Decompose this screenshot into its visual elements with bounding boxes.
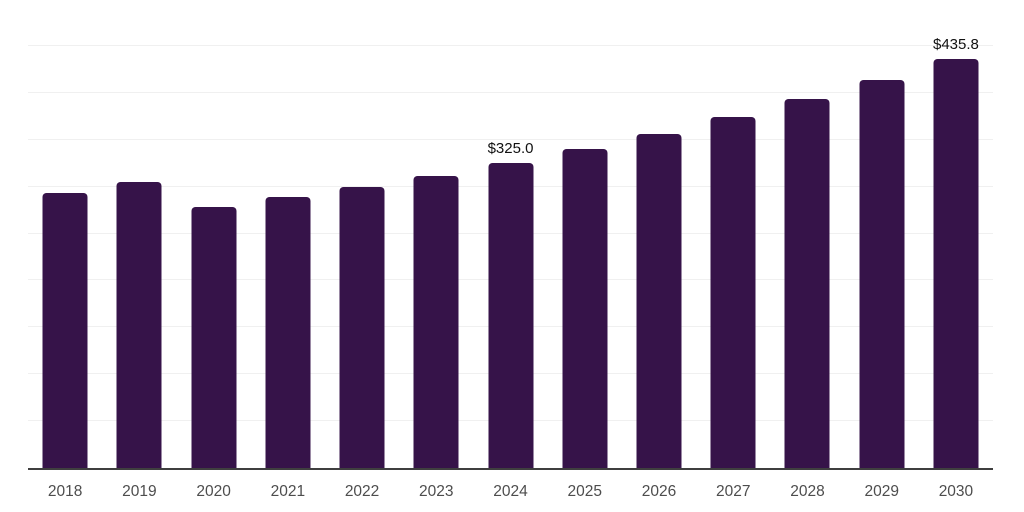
x-tick-label-2027: 2027 <box>715 483 751 500</box>
x-tick-label-2023: 2023 <box>419 483 454 500</box>
x-tick-label-2018: 2018 <box>47 483 83 500</box>
x-tick-label-2024: 2024 <box>493 483 528 500</box>
bar-2020[interactable] <box>191 207 237 468</box>
value-label-2024: $325.0 <box>487 140 534 158</box>
x-tick-label-2020: 2020 <box>196 483 231 500</box>
bar-series: $325.0 $435.8 <box>28 1 993 468</box>
x-tick-label-2022: 2022 <box>344 483 380 500</box>
x-tick-label-2028: 2028 <box>790 483 825 500</box>
bar-2018[interactable] <box>42 193 88 468</box>
x-tick-label-2019: 2019 <box>122 483 157 500</box>
x-tick-label-2026: 2026 <box>641 483 677 500</box>
bar-2022[interactable] <box>339 187 385 468</box>
bar-2024[interactable] <box>488 163 534 468</box>
bar-2030[interactable] <box>933 59 979 468</box>
bar-column-2022 <box>325 1 399 468</box>
bar-column-2025 <box>548 1 622 468</box>
x-axis-labels: 2018 2019 2020 2021 2022 2023 2024 2025 2026 2027… <box>28 483 993 505</box>
bar-column-2020 <box>176 1 250 468</box>
x-tick-label-2029: 2029 <box>864 483 899 500</box>
bar-column-2030: $435.8 <box>919 1 993 468</box>
bar-column-2023 <box>399 1 473 468</box>
bar-column-2028 <box>770 1 844 468</box>
bar-column-2026 <box>622 1 696 468</box>
bar-2027[interactable] <box>710 117 756 468</box>
value-label-2030: $435.8 <box>932 36 979 54</box>
bar-column-2024: $325.0 <box>473 1 547 468</box>
x-tick-label-2021: 2021 <box>270 483 306 500</box>
bar-column-2029 <box>845 1 919 468</box>
bar-2021[interactable] <box>265 197 311 468</box>
gridline-400 <box>28 91 993 93</box>
bar-column-2027 <box>696 1 770 468</box>
bar-2028[interactable] <box>784 99 830 468</box>
bar-2019[interactable] <box>116 182 162 468</box>
bar-2025[interactable] <box>562 149 608 468</box>
bar-2029[interactable] <box>859 79 905 468</box>
bar-2026[interactable] <box>636 134 682 468</box>
bar-column-2018 <box>28 1 102 468</box>
bar-column-2021 <box>251 1 325 468</box>
plot-area: $325.0 $435.8 <box>28 1 993 470</box>
bar-2023[interactable] <box>413 176 459 468</box>
gridline-350 <box>28 138 993 140</box>
gridline-450 <box>28 44 993 46</box>
x-tick-label-2030: 2030 <box>938 483 974 500</box>
x-tick-label-2025: 2025 <box>567 483 602 500</box>
bar-column-2019 <box>102 1 176 468</box>
